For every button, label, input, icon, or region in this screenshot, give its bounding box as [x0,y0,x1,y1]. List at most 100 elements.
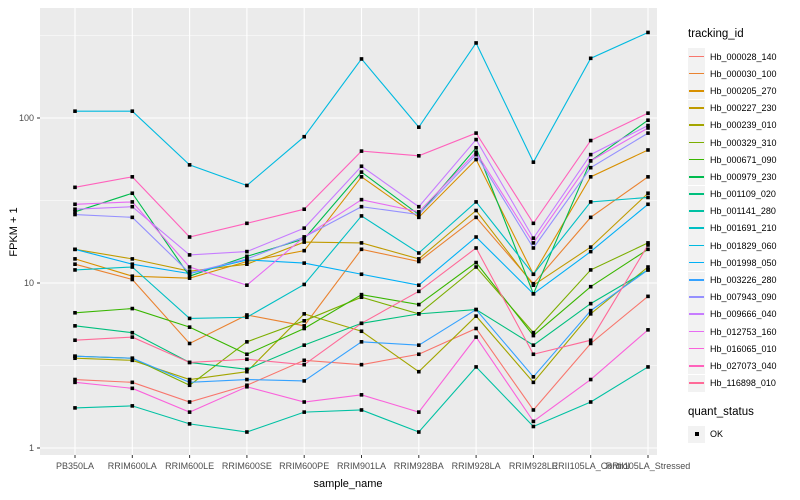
data-point [245,352,249,357]
data-point [417,410,421,414]
data-point [531,333,536,338]
legend-label: Hb_003226_280 [710,275,777,286]
x-tick-label: PB350LA [56,461,94,471]
data-point [130,386,135,391]
data-point [588,200,593,204]
legend-key-box [688,340,705,358]
legend-key-box [688,202,705,220]
data-point [588,301,593,306]
data-point [359,170,364,174]
legend-item-Hb_000239_010: Hb_000239_010 [688,116,798,134]
data-point [417,430,421,434]
data-point [474,265,478,269]
legend-line-swatch [689,158,704,161]
data-point [417,212,421,217]
data-point [417,251,421,255]
legend-line-swatch [689,175,704,178]
legend-key-box [688,65,705,83]
legend-key-box [688,254,705,272]
data-point [531,246,536,250]
legend-key-box [688,151,705,169]
data-point [187,271,192,275]
legend-key-box [688,168,705,186]
legend-label: Hb_001109_020 [710,189,776,200]
data-point [474,215,478,220]
data-point [359,175,364,179]
legend-line-swatch [689,107,704,109]
legend-item-Hb_001998_050: Hb_001998_050 [688,254,798,272]
data-point [187,410,192,414]
data-point [130,175,135,179]
data-point [588,377,593,382]
data-point [187,383,192,388]
legend-label: Hb_000979_230 [710,171,777,182]
data-point [73,109,77,113]
data-point [474,335,478,339]
data-point [531,343,536,347]
data-point [531,375,536,379]
data-point [646,126,650,130]
legend-item-Hb_001109_020: Hb_001109_020 [688,185,798,203]
legend-key-box [688,271,705,289]
data-point [359,204,364,209]
data-point [474,200,478,204]
data-point [187,274,192,278]
data-point [588,268,593,272]
legend-key-box [688,219,705,237]
data-point [646,365,650,369]
data-point [474,137,478,142]
data-point [130,356,135,361]
data-point [187,316,192,321]
x-tick-label: RRIM928LA [452,461,501,471]
data-point [245,430,249,434]
data-point [245,254,249,259]
legend-label: Hb_001998_050 [710,257,777,268]
data-point [646,243,650,247]
data-point [646,202,650,207]
data-point [417,312,421,316]
legend-line-swatch [689,296,704,298]
data-point [531,408,536,412]
data-point [130,380,135,385]
legend-key-box [688,82,705,100]
legend-item-Hb_000671_090: Hb_000671_090 [688,151,798,169]
y-tick-label: 10 [24,278,34,288]
data-point [531,272,536,277]
data-point [302,235,306,239]
data-point [646,268,650,272]
legend-line-swatch [689,382,704,384]
data-point [245,262,249,266]
data-point [302,362,306,367]
data-point [417,259,421,264]
data-point [359,241,364,245]
legend-label: Hb_027073_040 [710,360,777,371]
data-point [245,283,249,287]
data-point [187,276,192,280]
legend-item-Hb_016065_010: Hb_016065_010 [688,340,798,358]
data-point [187,377,192,382]
data-point [245,340,249,344]
data-point [646,123,650,128]
data-point [73,210,77,214]
data-point [474,145,478,150]
data-point [359,340,364,344]
data-point [359,272,364,277]
x-tick-label: RRIM600SE [222,461,272,471]
legend-quant-status: quant_status OK [688,406,798,443]
data-point [474,307,478,312]
legend-key-box [688,185,705,203]
data-point [302,207,306,212]
data-point [245,313,249,317]
legend-label: Hb_000239_010 [710,120,777,131]
data-point [187,253,192,257]
data-point [302,319,306,323]
x-tick-label: RRIM901LA [337,461,386,471]
data-point [359,362,364,367]
legend-label: Hb_000028_140 [710,51,777,62]
data-point [588,56,593,61]
data-point [130,306,135,311]
data-point [73,356,77,361]
data-point [73,268,77,272]
data-point [646,195,650,200]
